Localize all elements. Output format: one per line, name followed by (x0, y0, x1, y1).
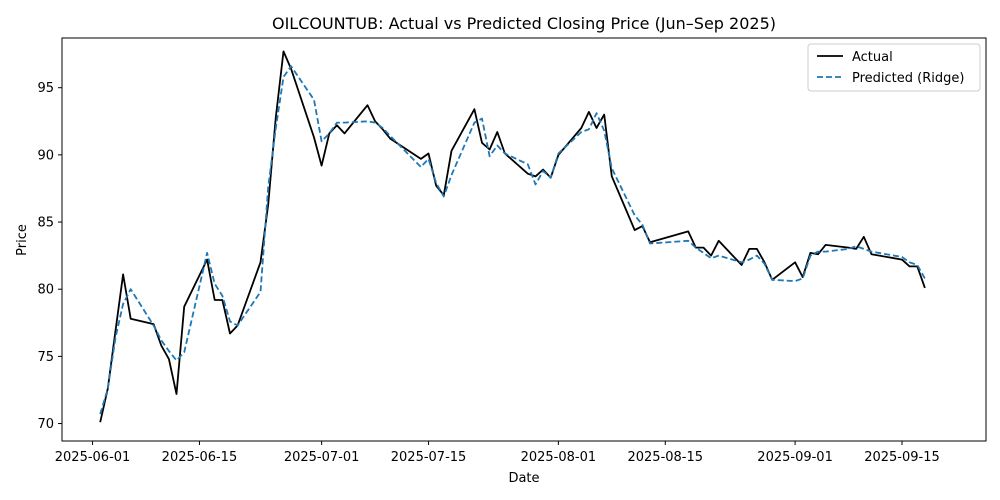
y-tick-label: 90 (37, 148, 54, 163)
x-tick-label: 2025-08-01 (521, 450, 597, 465)
plot-area-frame (61, 37, 987, 442)
y-axis-label: Price (15, 224, 30, 256)
y-axis-ticks: 70 75 80 85 90 95 (37, 81, 62, 432)
chart-title: OILCOUNTUB: Actual vs Predicted Closing … (272, 14, 776, 33)
y-tick-label: 80 (37, 283, 54, 298)
series-line-predicted (99, 65, 926, 415)
x-tick-label: 2025-09-01 (757, 450, 833, 465)
x-tick-label: 2025-08-15 (627, 450, 703, 465)
legend-label-predicted: Predicted (Ridge) (852, 71, 964, 86)
y-tick-label: 95 (37, 81, 54, 96)
plot-lines (99, 50, 926, 423)
legend: Actual Predicted (Ridge) (807, 43, 981, 92)
x-tick-label: 2025-06-15 (162, 450, 238, 465)
y-tick-label: 85 (37, 216, 54, 231)
y-tick-label: 75 (37, 350, 54, 365)
x-tick-label: 2025-06-01 (55, 450, 131, 465)
legend-box (807, 43, 981, 92)
x-axis-ticks: 2025-06-01 2025-06-15 2025-07-01 2025-07-15… (55, 441, 940, 465)
x-tick-label: 2025-07-01 (284, 450, 360, 465)
series-line-actual (99, 50, 926, 423)
x-tick-label: 2025-09-15 (864, 450, 940, 465)
x-tick-label: 2025-07-15 (391, 450, 467, 465)
y-tick-label: 70 (37, 417, 54, 432)
legend-label-actual: Actual (852, 50, 893, 65)
x-axis-label: Date (508, 471, 539, 486)
